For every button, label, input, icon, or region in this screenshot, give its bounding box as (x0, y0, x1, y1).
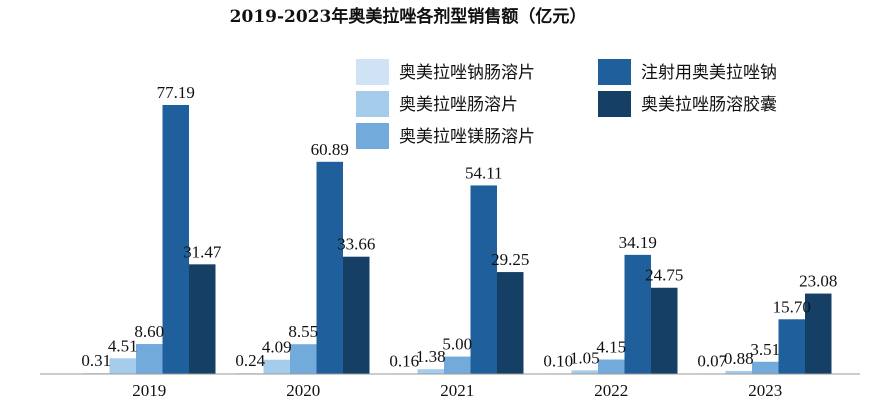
value-label-2023-4: 15.70 (773, 297, 811, 316)
x-tick-2022: 2022 (594, 381, 628, 400)
value-label-2021-3: 5.00 (442, 335, 472, 354)
value-label-2020-5: 33.66 (337, 235, 375, 254)
bar-2020-3 (290, 344, 317, 374)
value-label-2023-2: 0.88 (724, 349, 754, 368)
legend-label-1: 奥美拉唑钠肠溶片 (399, 63, 535, 83)
bar-2019-2 (109, 358, 136, 374)
bars-layer (83, 105, 832, 374)
value-label-2023-3: 3.51 (750, 340, 780, 359)
value-label-2022-3: 4.15 (596, 338, 626, 357)
legend-item-3: 奥美拉唑镁肠溶片 (356, 123, 535, 149)
x-tick-2020: 2020 (286, 381, 320, 400)
legend-swatch-5 (598, 91, 631, 117)
bar-2021-4 (470, 185, 497, 374)
bar-2022-4 (624, 254, 651, 374)
bar-2020-5 (343, 256, 370, 374)
value-label-2020-4: 60.89 (311, 140, 349, 159)
value-label-2021-2: 1.38 (416, 347, 446, 366)
x-ticks-layer: 2019 2020 2021 2022 2023 (132, 381, 782, 400)
legend-item-2: 奥美拉唑肠溶片 (356, 91, 518, 117)
value-label-2022-4: 34.19 (619, 233, 657, 252)
legend-swatch-3 (356, 123, 389, 149)
bar-2020-2 (263, 359, 290, 374)
bar-2019-5 (189, 264, 216, 374)
x-tick-2019: 2019 (132, 381, 166, 400)
value-label-2019-4: 77.19 (157, 83, 195, 102)
legend-label-2: 奥美拉唑肠溶片 (399, 95, 518, 115)
legend-label-4: 注射用奥美拉唑钠 (641, 63, 777, 83)
bar-2019-1 (83, 372, 110, 374)
bar-2019-4 (162, 105, 189, 374)
bar-2022-2 (571, 370, 598, 374)
value-label-2020-3: 8.55 (288, 322, 318, 341)
value-label-2020-1: 0.24 (235, 351, 265, 370)
legend-swatch-2 (356, 91, 389, 117)
value-label-2019-5: 31.47 (183, 242, 222, 261)
bar-2023-2 (725, 370, 752, 374)
legend-swatch-4 (598, 59, 631, 85)
value-label-2019-3: 8.60 (134, 322, 164, 341)
bar-2021-2 (417, 369, 444, 374)
bar-2021-3 (444, 356, 471, 374)
value-label-2023-5: 23.08 (799, 272, 837, 291)
value-label-2019-2: 4.51 (108, 336, 138, 355)
bar-2023-5 (805, 293, 832, 374)
bar-2020-4 (316, 161, 343, 374)
legend-label-3: 奥美拉唑镁肠溶片 (399, 127, 535, 147)
value-label-2021-1: 0.16 (389, 351, 419, 370)
legend-label-5: 奥美拉唑肠溶胶囊 (641, 95, 777, 115)
bar-2023-3 (752, 361, 779, 374)
value-label-2022-1: 0.10 (543, 351, 573, 370)
bar-2021-5 (497, 272, 524, 374)
legend-item-4: 注射用奥美拉唑钠 (598, 59, 777, 85)
legend-item-5: 奥美拉唑肠溶胶囊 (598, 91, 777, 117)
bar-2019-3 (136, 344, 163, 374)
bar-2022-5 (651, 287, 678, 374)
value-label-2020-2: 4.09 (262, 338, 292, 357)
bar-2023-4 (778, 319, 805, 374)
value-label-2022-2: 1.05 (570, 348, 600, 367)
value-labels-layer: 0.314.518.60 77.19 31.47 0.244.098.55 60.89 3… (81, 83, 837, 370)
chart-title: 2019-2023年奥美拉唑各剂型销售额（亿元） (230, 6, 587, 27)
bar-2022-3 (598, 359, 625, 374)
value-label-2021-5: 29.25 (491, 250, 529, 269)
x-tick-2023: 2023 (748, 381, 782, 400)
legend-item-1: 奥美拉唑钠肠溶片 (356, 59, 535, 85)
x-tick-2021: 2021 (440, 381, 474, 400)
legend-swatch-1 (356, 59, 389, 85)
value-label-2019-1: 0.31 (81, 351, 111, 370)
value-label-2021-4: 54.11 (465, 163, 503, 182)
value-label-2023-1: 0.07 (697, 351, 727, 370)
value-label-2022-5: 24.75 (645, 266, 683, 285)
